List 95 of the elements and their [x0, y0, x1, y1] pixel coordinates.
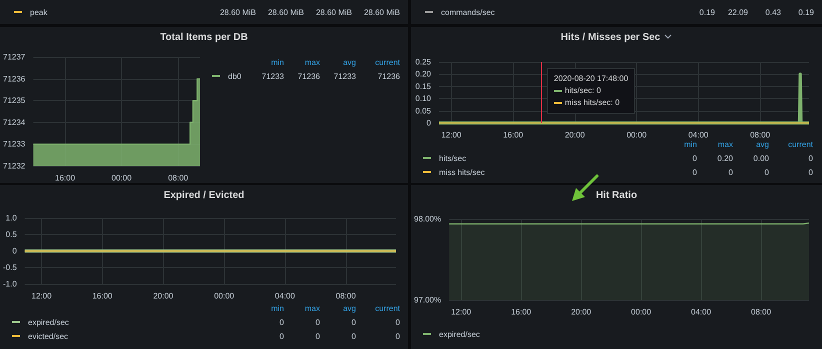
text: current [374, 304, 400, 312]
legend-label: evicted/sec [28, 332, 68, 340]
x-tick-label: 12:00 [451, 308, 472, 316]
text: 71236 [376, 72, 400, 80]
y-tick-label: 98.00% [414, 214, 442, 224]
legend-label: miss hits/sec [439, 168, 485, 176]
x-tick-label: 00:00 [626, 130, 648, 140]
y-tick-label: 1.0 [6, 214, 18, 222]
text: 28.60 MiB [314, 8, 352, 16]
x-tick-label: 08:00 [168, 174, 189, 182]
text: 0 [394, 332, 400, 340]
y-tick-label: 71235 [2, 96, 26, 106]
y-tick-label: 71232 [2, 162, 26, 170]
legend-label: peak [30, 8, 48, 16]
x-tick-label: 04:00 [274, 292, 296, 300]
text: 71236 [296, 72, 320, 80]
chart-title: Expired / Evicted [162, 190, 246, 201]
text: 0 [278, 318, 284, 326]
text: 0 [808, 168, 813, 176]
x-tick-label: 16:00 [92, 292, 113, 300]
text: 0.20 [716, 154, 733, 162]
text: 0 [314, 318, 320, 326]
y-tick-label: 0.10 [415, 94, 432, 104]
text: 0 [808, 154, 813, 162]
text: min [270, 58, 284, 66]
annotation: hits/sec: 0 [564, 86, 601, 95]
x-tick-label: 16:00 [55, 174, 76, 182]
x-tick-label: 12:00 [441, 130, 462, 140]
chart-title: Hit Ratio [594, 190, 638, 201]
legend-label: expired/sec [439, 330, 480, 338]
x-tick-label: 16:00 [511, 308, 532, 316]
text: current [374, 58, 400, 66]
text: min [683, 140, 697, 148]
x-tick-label: 20:00 [571, 308, 592, 316]
text: 0 [764, 168, 769, 176]
x-tick-label: 16:00 [503, 130, 524, 140]
annotation: miss hits/sec: 0 [564, 98, 620, 107]
text: 28.60 MiB [362, 8, 400, 16]
y-tick-label: 0.25 [415, 58, 432, 66]
text: 0.19 [797, 8, 814, 16]
text: 22.09 [726, 8, 748, 16]
x-tick-label: 08:00 [750, 130, 771, 140]
text: 0 [350, 332, 356, 340]
text: 0 [350, 318, 356, 326]
text: 0 [692, 154, 697, 162]
x-tick-label: 04:00 [691, 308, 712, 316]
y-tick-label: 0.05 [415, 106, 432, 116]
text: 71233 [260, 72, 284, 80]
x-tick-label: 08:00 [751, 308, 772, 316]
y-tick-label: 71233 [2, 140, 26, 149]
text: 0.00 [752, 154, 769, 162]
text: 0 [692, 168, 697, 176]
text: 0 [728, 168, 733, 176]
text: avg [342, 304, 356, 312]
x-tick-label: 04:00 [688, 130, 709, 140]
text: min [270, 304, 284, 312]
chart-title: Hits / Misses per Sec [560, 32, 662, 43]
x-tick-label: 08:00 [336, 292, 356, 300]
y-tick-label: 0.5 [6, 230, 18, 239]
y-tick-label: 71237 [2, 52, 26, 62]
x-tick-label: 12:00 [32, 292, 52, 300]
text: 0 [394, 318, 400, 326]
text: 28.60 MiB [218, 8, 256, 16]
y-tick-label: 0.15 [415, 82, 432, 91]
legend-label: hits/sec [439, 154, 466, 162]
y-tick-label: -0.5 [2, 263, 18, 272]
y-tick-label: -1.0 [2, 280, 18, 288]
text: 0.43 [764, 8, 781, 16]
text: 28.60 MiB [266, 8, 304, 16]
y-tick-label: 71236 [2, 74, 26, 84]
y-tick-label: 0.20 [415, 70, 432, 79]
text: 0 [278, 332, 284, 340]
text: 0 [314, 332, 320, 340]
legend-label: expired/sec [28, 318, 69, 326]
legend-label: commands/sec [441, 8, 495, 16]
x-tick-label: 00:00 [214, 292, 235, 300]
text: avg [342, 58, 356, 66]
y-tick-label: 0 [12, 246, 18, 256]
x-tick-label: 00:00 [112, 174, 132, 182]
text: max [304, 58, 320, 66]
chart-title: Total Items per DB [159, 32, 249, 43]
y-tick-label: 71234 [2, 118, 26, 127]
text: 71233 [332, 72, 356, 80]
text: max [716, 140, 733, 148]
annotation: 2020-08-20 17:48:00 [554, 74, 628, 83]
text: max [304, 304, 320, 312]
text: 0.19 [698, 8, 715, 16]
y-tick-label: 97.00% [414, 296, 442, 304]
x-tick-label: 20:00 [564, 130, 586, 140]
text: avg [755, 140, 769, 148]
legend-label: db0 [228, 72, 242, 80]
text: current [787, 140, 813, 148]
x-tick-label: 20:00 [153, 292, 174, 300]
x-tick-label: 00:00 [631, 308, 652, 316]
y-tick-label: 0 [426, 118, 432, 128]
